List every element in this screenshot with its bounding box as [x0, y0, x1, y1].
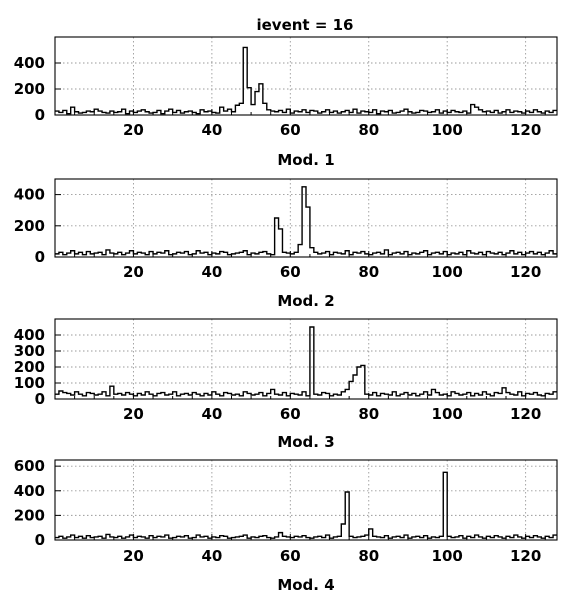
panel-3-xtick-label: 100	[432, 405, 463, 423]
panel-4-ytick-label: 600	[14, 457, 45, 475]
panel-1-frame	[54, 36, 558, 116]
panel-2-ytick-label: 400	[14, 186, 45, 204]
panel-3-xtick-label: 40	[201, 405, 222, 423]
panel-2-xtick-label: 80	[358, 263, 379, 281]
panel-1-xtick-label: 120	[510, 121, 541, 139]
panel-2-ytick-label: 0	[35, 248, 45, 266]
panel-1-ytick-label: 0	[35, 106, 45, 124]
panel-1-histogram-line	[55, 46, 557, 115]
panel-3-frame	[54, 318, 558, 400]
panel-4-xtick-label: 100	[432, 547, 463, 565]
panel-4-xtick-label: 120	[510, 547, 541, 565]
panel-2-histogram-line	[55, 186, 557, 256]
panel-3-xlabel: Mod. 3	[277, 433, 334, 451]
panel-2-xlabel: Mod. 2	[277, 292, 334, 310]
panel-4-xtick-label: 80	[358, 547, 379, 565]
panel-4-xtick-label: 40	[201, 547, 222, 565]
panel-1-ytick-label: 200	[14, 80, 45, 98]
panel-1-xlabel: Mod. 1	[277, 151, 334, 169]
panel-1-ytick-label: 400	[14, 54, 45, 72]
panel-2-xtick-label: 60	[280, 263, 301, 281]
panel-4-xtick-label: 60	[280, 547, 301, 565]
panel-1-xtick-label: 20	[123, 121, 144, 139]
panel-3-ytick-label: 0	[35, 390, 45, 408]
panel-3-xtick-label: 80	[358, 405, 379, 423]
panel-3-ytick-label: 400	[14, 326, 45, 344]
panel-2-xtick-label: 120	[510, 263, 541, 281]
panel-2-xtick-label: 20	[123, 263, 144, 281]
panel-1-xtick-label: 60	[280, 121, 301, 139]
panel-1-xtick-label: 80	[358, 121, 379, 139]
panel-4-ytick-label: 200	[14, 506, 45, 524]
panel-3-histogram-line	[55, 326, 557, 397]
panel-3-xtick-label: 120	[510, 405, 541, 423]
panel-1-xtick-label: 40	[201, 121, 222, 139]
panel-3-ytick-label: 300	[14, 342, 45, 360]
panel-4-xlabel: Mod. 4	[277, 576, 334, 594]
panel-4-frame	[54, 459, 558, 541]
panel-3-ytick-label: 200	[14, 358, 45, 376]
panel-1-xtick-label: 100	[432, 121, 463, 139]
panel-2-ytick-label: 200	[14, 217, 45, 235]
figure-title: ievent = 16	[256, 16, 353, 34]
panel-3-xtick-label: 20	[123, 405, 144, 423]
panel-4-ytick-label: 400	[14, 482, 45, 500]
panel-3-ytick-label: 100	[14, 374, 45, 392]
panel-4-histogram-line	[55, 471, 557, 539]
panel-4-xtick-label: 20	[123, 547, 144, 565]
panel-3-xtick-label: 60	[280, 405, 301, 423]
panel-2-xtick-label: 100	[432, 263, 463, 281]
panel-2-xtick-label: 40	[201, 263, 222, 281]
panel-2-frame	[54, 178, 558, 258]
panel-4-ytick-label: 0	[35, 531, 45, 549]
